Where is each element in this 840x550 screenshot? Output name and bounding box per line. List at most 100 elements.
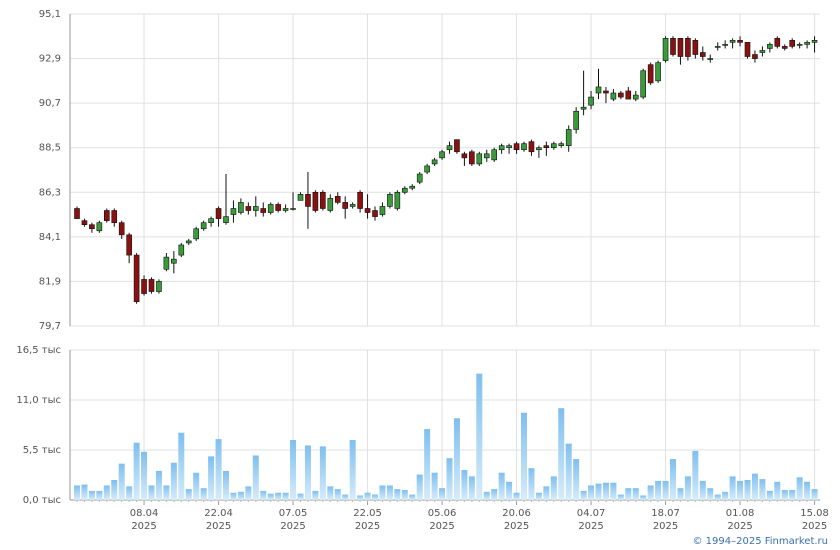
candle-body xyxy=(476,153,483,165)
candle-body xyxy=(692,40,699,55)
volume-bar xyxy=(81,484,88,500)
volume-bar xyxy=(662,480,669,500)
candle-body xyxy=(141,279,147,294)
candle-body xyxy=(349,204,356,207)
x-tick-label: 18.07 xyxy=(651,508,680,519)
volume-bar xyxy=(446,458,453,500)
volume-bar xyxy=(476,373,483,500)
volume-bar xyxy=(275,492,282,500)
volume-bar xyxy=(684,476,691,500)
volume-bar xyxy=(282,492,289,500)
volume-bar xyxy=(342,494,349,500)
candle-body xyxy=(804,42,810,45)
candle-body xyxy=(454,139,460,153)
candle-body xyxy=(424,165,430,173)
candle-body xyxy=(565,129,572,146)
candle-body xyxy=(811,40,818,43)
candle-body xyxy=(185,240,192,244)
volume-bar xyxy=(535,492,542,500)
candle-body xyxy=(558,143,565,146)
volume-bar xyxy=(394,489,401,500)
candle-body xyxy=(290,208,296,210)
candle-body xyxy=(260,208,267,213)
candle-body xyxy=(550,143,557,149)
candle-body xyxy=(469,151,475,165)
candle-body xyxy=(387,194,393,207)
volume-bar xyxy=(364,492,371,500)
volume-bar xyxy=(625,488,632,500)
candle-body xyxy=(208,218,214,223)
candle-body xyxy=(178,244,185,256)
volume-bar xyxy=(223,470,229,500)
volume-bar xyxy=(565,443,572,500)
volume-bar xyxy=(781,490,788,500)
volume-bar xyxy=(751,473,758,500)
candle-body xyxy=(491,149,498,161)
candle-body xyxy=(171,258,177,264)
volume-bar xyxy=(103,485,110,500)
volume-bar xyxy=(811,489,818,500)
candle-body xyxy=(573,110,579,130)
candle-body xyxy=(156,281,162,292)
x-tick-label: 2025 xyxy=(355,521,380,532)
x-tick-label: 08.04 xyxy=(130,508,159,519)
x-tick-label: 2025 xyxy=(206,521,231,532)
candle-body xyxy=(118,222,125,236)
candle-body xyxy=(625,90,632,100)
volume-bar xyxy=(558,408,565,500)
candle-body xyxy=(588,96,594,106)
candle-body xyxy=(401,187,408,193)
candle-body xyxy=(781,46,788,49)
candle-body xyxy=(372,210,378,217)
volume-bar xyxy=(74,485,80,500)
volume-bar xyxy=(416,474,423,500)
candle-body xyxy=(215,208,222,219)
volume-bar xyxy=(744,480,751,500)
volume-bar xyxy=(722,491,729,500)
x-tick-label: 20.06 xyxy=(502,508,531,519)
volume-bar xyxy=(640,495,647,500)
candle-body xyxy=(275,204,281,211)
volume-bar xyxy=(372,494,378,500)
y-tick-label: 84,1 xyxy=(39,232,61,243)
candle-body xyxy=(513,143,520,151)
volume-bar xyxy=(543,486,550,500)
x-tick-label: 04.07 xyxy=(577,508,606,519)
candle-body xyxy=(320,191,326,209)
y-tick-label: 16,5 тыс xyxy=(16,345,61,356)
volume-bar xyxy=(796,477,803,500)
candle-body xyxy=(267,204,274,213)
volume-bar xyxy=(88,490,95,500)
candle-body xyxy=(506,145,512,149)
volume-bar xyxy=(759,479,766,500)
candle-body xyxy=(707,58,714,60)
candle-body xyxy=(253,206,259,211)
volume-bar xyxy=(491,489,498,500)
volume-bar xyxy=(804,481,811,500)
volume-bar xyxy=(297,493,304,500)
candle-body xyxy=(431,159,438,165)
candle-body xyxy=(111,210,118,223)
candle-body xyxy=(483,153,490,159)
candle-body xyxy=(416,173,423,183)
volume-bar xyxy=(588,485,595,500)
y-tick-label: 88,5 xyxy=(39,143,61,154)
candle-body xyxy=(722,44,728,46)
volume-bar xyxy=(357,495,364,500)
volume-bar xyxy=(379,485,386,500)
candle-body xyxy=(245,206,252,211)
candle-body xyxy=(670,38,676,55)
volume-bar xyxy=(349,440,356,500)
candle-body xyxy=(796,44,803,46)
volume-bar xyxy=(252,455,259,500)
candle-body xyxy=(610,92,617,100)
candle-body xyxy=(759,50,766,53)
candle-body xyxy=(357,191,363,209)
x-tick-label: 2025 xyxy=(429,521,454,532)
y-tick-label: 92,9 xyxy=(39,54,61,65)
candle-body xyxy=(230,208,237,215)
x-tick-label: 2025 xyxy=(280,521,305,532)
candle-body xyxy=(193,228,199,240)
x-tick-label: 2025 xyxy=(131,521,156,532)
volume-bar xyxy=(334,489,341,500)
